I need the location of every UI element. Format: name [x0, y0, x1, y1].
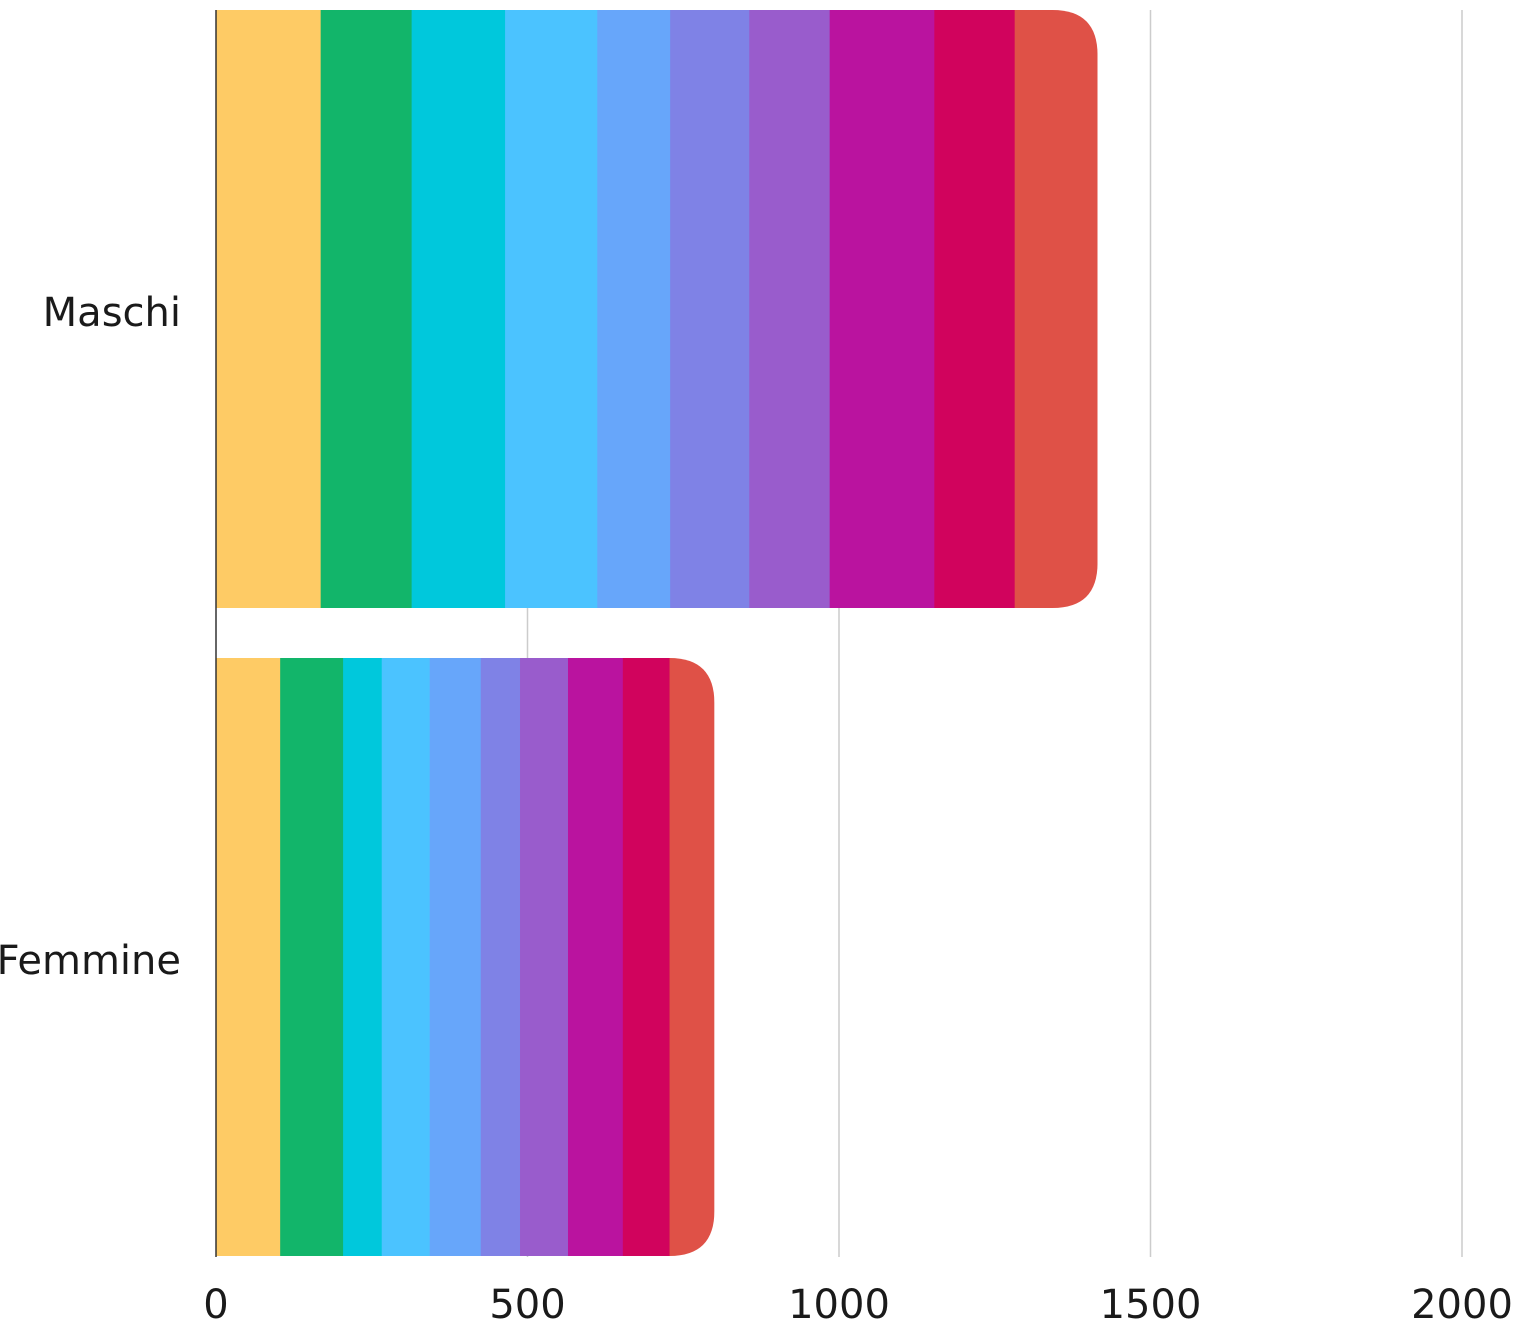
bar-segment-maschi-4: [505, 10, 598, 608]
bar-segment-femmine-5: [429, 658, 482, 1256]
x-tick-label-0: 0: [203, 1282, 228, 1325]
bar-segment-maschi-3: [411, 10, 506, 608]
bar-segment-femmine-3: [343, 658, 383, 1256]
bar-segment-maschi-7: [749, 10, 831, 608]
x-tick-label-2000: 2000: [1411, 1282, 1513, 1325]
x-tick-label-1500: 1500: [1100, 1282, 1202, 1325]
bar-segment-maschi-9: [934, 10, 1016, 608]
bar-segment-femmine-2: [280, 658, 344, 1256]
bar-group-femmine: [216, 658, 715, 1256]
category-labels: Maschi Femmine: [0, 290, 181, 984]
bar-segment-maschi-2: [320, 10, 413, 608]
x-tick-label-1000: 1000: [788, 1282, 890, 1325]
bar-segment-maschi-6: [670, 10, 750, 608]
bar-segment-femmine-7: [520, 658, 569, 1256]
bars: [215, 10, 1098, 1257]
bar-segment-femmine-8: [567, 658, 624, 1256]
bar-segment-maschi-5: [597, 10, 671, 608]
x-axis-tick-labels: 0 500 1000 1500 2000: [203, 1282, 1513, 1325]
bar-segment-femmine-1: [216, 658, 281, 1256]
bar-segment-maschi-10: [1014, 10, 1098, 608]
bar-segment-maschi-1: [216, 10, 322, 608]
bar-group-maschi: [216, 10, 1098, 608]
bar-segment-maschi-8: [829, 10, 935, 608]
bar-segment-femmine-4: [381, 658, 431, 1256]
category-label-femmine: Femmine: [0, 938, 181, 984]
bar-segment-femmine-9: [622, 658, 671, 1256]
bar-segment-femmine-6: [480, 658, 521, 1256]
category-label-maschi: Maschi: [43, 290, 181, 336]
bar-segment-femmine-10: [669, 658, 715, 1256]
x-tick-label-500: 500: [489, 1282, 565, 1325]
